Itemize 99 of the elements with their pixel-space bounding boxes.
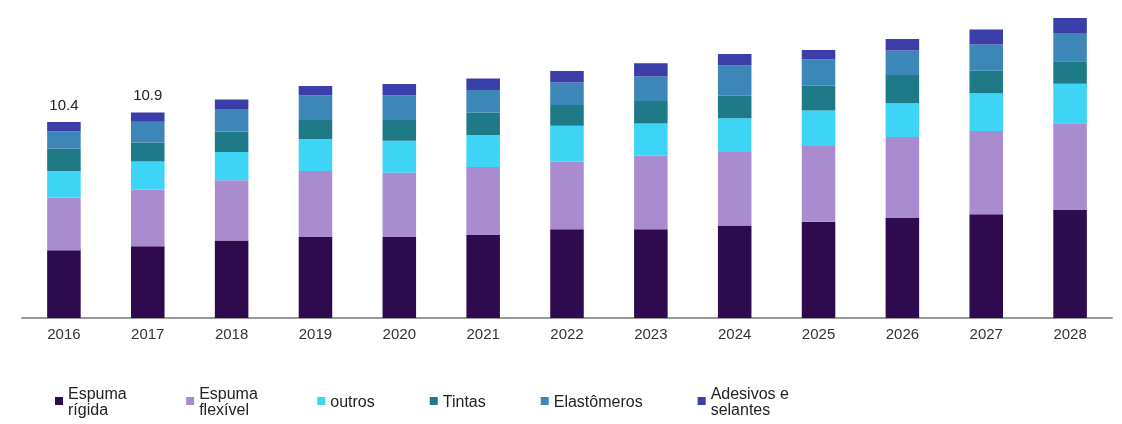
bar xyxy=(131,246,165,318)
bar xyxy=(885,218,920,318)
x-tick-label: 2018 xyxy=(214,325,249,342)
bar xyxy=(47,197,81,251)
bar xyxy=(1053,83,1087,124)
bar xyxy=(47,131,81,149)
bar xyxy=(885,39,920,51)
x-tick-label: 2027 xyxy=(969,325,1003,342)
bar xyxy=(885,75,920,104)
bar xyxy=(382,237,417,318)
bar xyxy=(131,142,165,162)
bar xyxy=(1053,33,1087,62)
bar xyxy=(801,85,836,111)
bar xyxy=(298,120,333,139)
bar xyxy=(1053,210,1087,318)
annotation: 10.4 xyxy=(49,95,79,113)
bar xyxy=(969,131,1003,215)
bar xyxy=(214,99,249,109)
legend-label: Adesivos e selantes xyxy=(710,384,794,418)
bar xyxy=(214,180,249,241)
bar xyxy=(214,240,249,318)
bar xyxy=(1053,123,1087,210)
bar xyxy=(298,237,333,318)
bar xyxy=(717,54,752,66)
bar xyxy=(214,131,249,153)
bar xyxy=(801,146,836,222)
bar xyxy=(634,229,668,318)
bar xyxy=(885,103,920,138)
bar xyxy=(298,95,333,120)
x-tick-label: 2028 xyxy=(1053,325,1087,342)
bar xyxy=(1053,18,1087,33)
x-tick-label: 2020 xyxy=(382,325,416,342)
bar xyxy=(382,84,417,96)
bar xyxy=(47,171,81,198)
bar xyxy=(1053,61,1087,84)
annotation: 10.9 xyxy=(133,86,163,103)
bar xyxy=(634,76,668,102)
x-tick-label: 2019 xyxy=(298,325,333,342)
legend-label: Elastômeros xyxy=(553,392,643,410)
bar xyxy=(466,78,500,90)
bar xyxy=(801,110,836,147)
x-tick-label: 2021 xyxy=(466,325,500,342)
bar xyxy=(634,155,668,230)
bar xyxy=(382,95,417,120)
bar xyxy=(885,50,920,75)
bar xyxy=(382,172,417,237)
x-tick-label: 2017 xyxy=(131,325,165,342)
bar xyxy=(298,86,333,96)
bar xyxy=(634,123,668,156)
bar xyxy=(382,140,417,173)
bar xyxy=(466,90,500,113)
legend-label: Espuma rígida xyxy=(68,384,132,418)
bar xyxy=(214,152,249,181)
bar xyxy=(47,148,81,171)
bar xyxy=(885,137,920,219)
bar xyxy=(466,234,500,318)
bar xyxy=(969,93,1003,132)
x-tick-label: 2022 xyxy=(550,325,584,342)
x-tick-label: 2025 xyxy=(801,325,836,342)
legend-label: Tintas xyxy=(442,392,486,410)
bar xyxy=(466,112,500,135)
bar xyxy=(969,70,1003,94)
bar xyxy=(131,121,165,143)
bar xyxy=(298,138,333,171)
x-tick-label: 2026 xyxy=(885,325,920,342)
bar xyxy=(550,125,584,162)
bar xyxy=(717,95,752,119)
bar xyxy=(214,108,249,132)
bar xyxy=(717,65,752,96)
bar xyxy=(466,167,500,235)
bar xyxy=(801,59,836,86)
bar xyxy=(969,29,1003,45)
bar xyxy=(550,161,584,230)
bar xyxy=(969,44,1003,71)
bar xyxy=(47,122,81,132)
bar xyxy=(550,71,584,83)
bar xyxy=(634,63,668,77)
bar xyxy=(131,189,165,247)
bar xyxy=(466,135,500,168)
bar xyxy=(717,152,752,226)
bar xyxy=(298,171,333,237)
bar xyxy=(550,229,584,318)
bar xyxy=(717,118,752,153)
bar xyxy=(550,105,584,126)
x-tick-label: 2016 xyxy=(47,325,81,342)
bar xyxy=(801,221,836,318)
x-tick-label: 2024 xyxy=(718,325,752,342)
bar xyxy=(47,250,81,318)
x-tick-label: 2023 xyxy=(634,325,668,342)
legend-label: Espuma flexível xyxy=(199,384,263,418)
bar xyxy=(801,50,836,60)
bar xyxy=(717,225,752,318)
bar xyxy=(969,214,1003,318)
bar xyxy=(550,82,584,105)
bar xyxy=(634,101,668,124)
bar xyxy=(131,161,165,190)
legend-label: outros xyxy=(330,392,375,410)
bar xyxy=(382,120,417,141)
bar xyxy=(131,112,165,122)
